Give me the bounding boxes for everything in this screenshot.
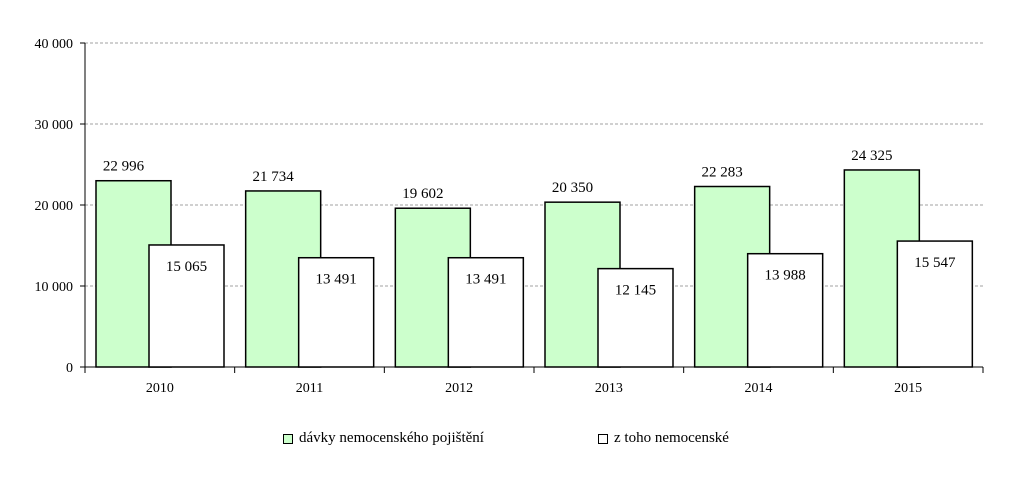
legend-item-series-1: dávky nemocenského pojištění [283,430,484,447]
y-tick-label: 20 000 [35,199,74,214]
x-tick-label: 2014 [745,381,773,396]
data-label-2015-series-2: 15 547 [914,255,956,271]
x-tick-label: 2010 [146,381,174,396]
data-label-2013-series-2: 12 145 [615,283,656,299]
data-label-2011-series-1: 21 734 [253,169,295,185]
bars [95,169,974,368]
data-labels: 22 996 15 065 21 734 13 491 19 602 13 491 20 3… [103,148,956,299]
legend-swatch-series-2 [598,433,608,444]
legend: dávky nemocenského pojištění z toho nemo… [0,430,1023,454]
data-label-2013-series-1: 20 350 [552,180,593,196]
axes: 0 10 000 20 000 30 000 40 000 2010 2011 2012 201… [35,37,984,396]
data-label-2012-series-2: 13 491 [465,272,506,288]
data-label-2014-series-1: 22 283 [702,165,743,181]
x-tick-label: 2013 [595,381,623,396]
data-label-2015-series-1: 24 325 [851,148,892,164]
bar-2012-series-2 [447,256,525,368]
bar-2010-series-2 [148,244,225,368]
legend-item-series-2: z toho nemocenské [598,430,729,447]
legend-label-series-1: dávky nemocenského pojištění [299,430,484,446]
y-tick-label: 10 000 [35,280,74,295]
bar-2014-series-2 [746,252,824,368]
bar-2013-series-2 [597,267,674,368]
legend-swatch-series-1 [283,433,293,444]
bar-chart: 0 10 000 20 000 30 000 40 000 2010 2011 2012 201… [35,37,984,396]
y-tick-label: 40 000 [35,37,74,52]
legend-label-series-2: z toho nemocenské [614,430,729,446]
y-tick-label: 30 000 [35,118,74,133]
bar-2011-series-2 [297,256,375,368]
bar-2015-series-2 [896,240,974,368]
data-label-2012-series-1: 19 602 [402,186,443,202]
x-tick-label: 2012 [445,381,473,396]
data-label-2010-series-2: 15 065 [166,259,207,275]
data-label-2014-series-2: 13 988 [765,268,806,284]
data-label-2011-series-2: 13 491 [316,272,357,288]
x-tick-label: 2011 [296,381,323,396]
y-tick-label: 0 [66,361,73,376]
x-tick-label: 2015 [894,381,922,396]
data-label-2010-series-1: 22 996 [103,159,145,175]
